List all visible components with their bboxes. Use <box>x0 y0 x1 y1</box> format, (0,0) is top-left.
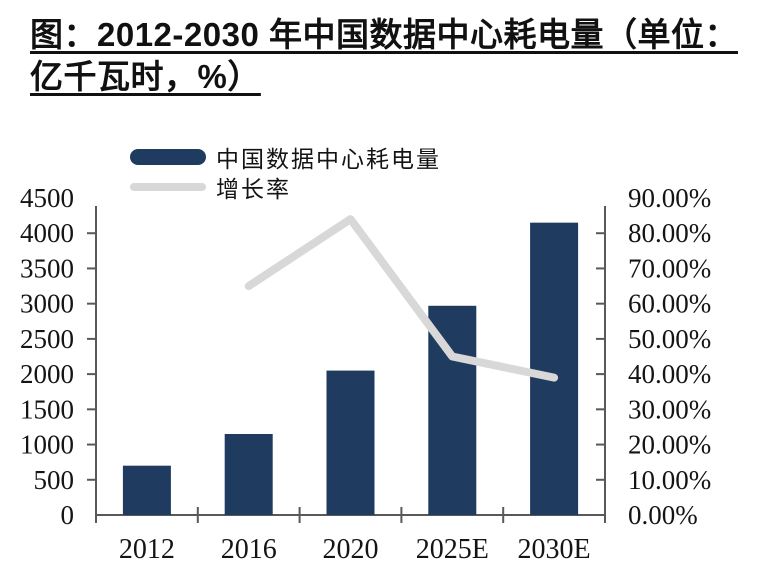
x-axis-label: 2030E <box>518 534 591 565</box>
right-axis-tick-label: 90.00% <box>628 183 711 213</box>
left-axis-tick-label: 3500 <box>20 253 74 283</box>
left-axis-tick-label: 2500 <box>20 324 74 354</box>
legend-item-growth: 增长率 <box>130 172 441 202</box>
right-axis-tick-label: 80.00% <box>628 218 711 248</box>
bar-2016 <box>224 433 273 515</box>
left-axis-tick-label: 4500 <box>20 183 74 213</box>
x-axis-label: 2020 <box>323 534 379 565</box>
bar-2020 <box>326 370 375 515</box>
bar-2012 <box>122 465 171 515</box>
left-axis-tick-label: 4000 <box>20 218 74 248</box>
growth-rate-line <box>244 215 559 382</box>
chart-legend: 中国数据中心耗电量 增长率 <box>130 142 441 202</box>
left-axis-tick-label: 500 <box>34 465 75 495</box>
right-axis-tick-label: 20.00% <box>628 430 711 460</box>
chart-title: 图：2012-2030 年中国数据中心耗电量（单位：亿千瓦时，%） <box>30 16 738 95</box>
legend-item-consumption: 中国数据中心耗电量 <box>130 142 441 172</box>
left-axis-tick-label: 1500 <box>20 394 74 424</box>
bar-2030E <box>530 222 579 515</box>
left-axis-tick-label: 1000 <box>20 430 74 460</box>
legend-label-consumption: 中国数据中心耗电量 <box>216 147 441 172</box>
x-axis-label: 2012 <box>119 534 175 565</box>
left-axis-tick-label: 0 <box>61 500 75 530</box>
left-axis-tick-label: 2000 <box>20 359 74 389</box>
right-axis-tick-label: 60.00% <box>628 289 711 319</box>
right-axis-tick-label: 70.00% <box>628 253 711 283</box>
x-axis-label: 2016 <box>221 534 277 565</box>
x-axis-label: 2025E <box>416 534 489 565</box>
legend-label-growth: 增长率 <box>216 177 291 202</box>
legend-bar-swatch <box>130 149 206 165</box>
right-axis-tick-label: 0.00% <box>628 500 698 530</box>
legend-line-swatch <box>130 183 206 191</box>
right-axis-tick-label: 50.00% <box>628 324 711 354</box>
left-axis-tick-label: 3000 <box>20 289 74 319</box>
right-axis-tick-label: 10.00% <box>628 465 711 495</box>
right-axis-tick-label: 30.00% <box>628 394 711 424</box>
right-axis-tick-label: 40.00% <box>628 359 711 389</box>
